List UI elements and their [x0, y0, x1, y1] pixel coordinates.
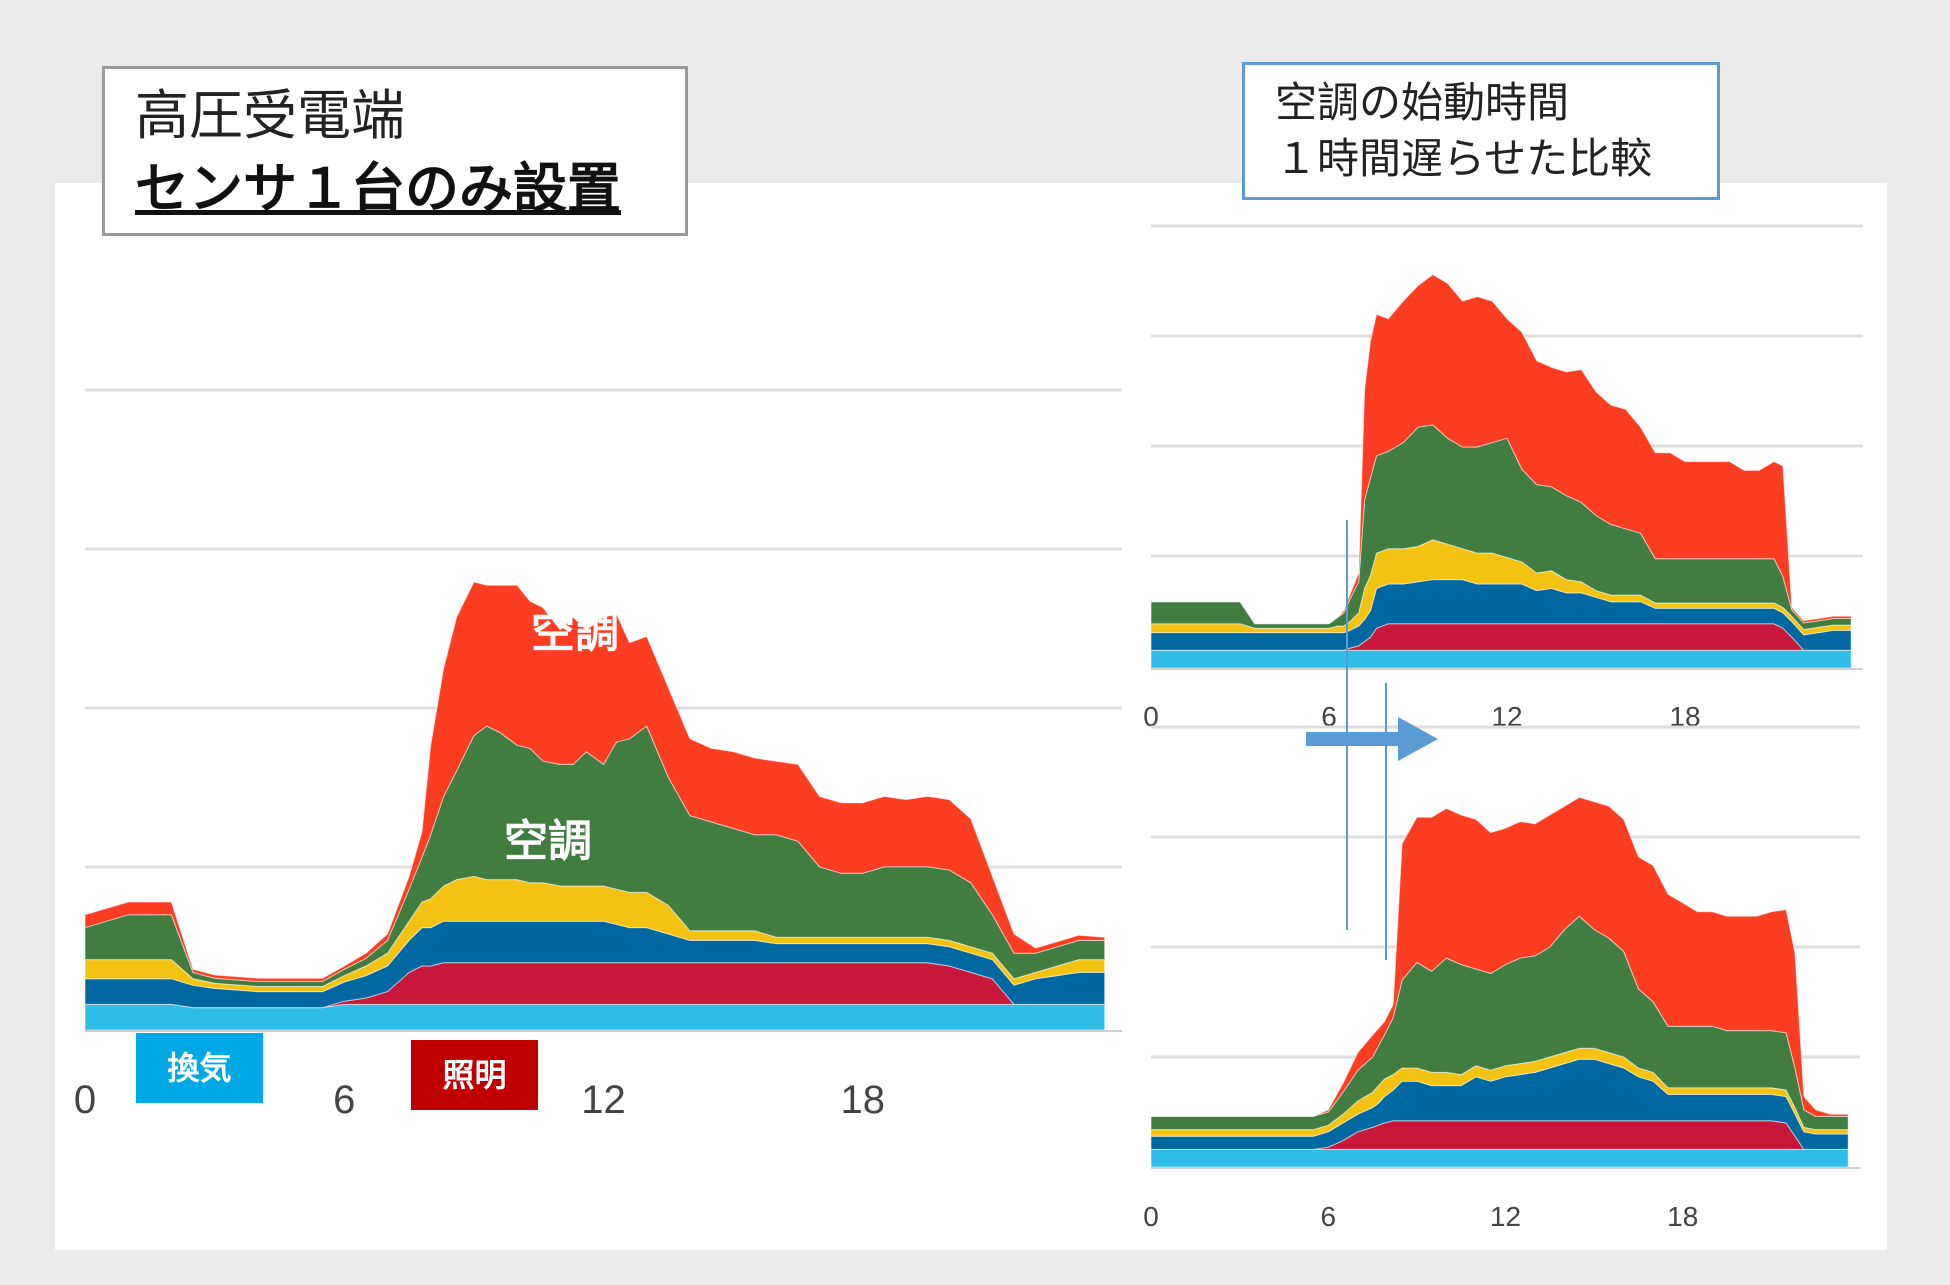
left-title-line2: センサ１台のみ設置 [135, 157, 621, 220]
x-tick-label: 0 [1143, 1201, 1159, 1232]
area-series-5 [1151, 273, 1852, 625]
x-tick-label: 12 [581, 1078, 626, 1122]
x-tick-label: 6 [333, 1078, 355, 1122]
x-tick-label: 18 [1667, 1201, 1698, 1232]
area-series-5 [1151, 796, 1849, 1117]
ventilation-tag: 換気 [136, 1033, 263, 1103]
right-title-line1: 空調の始動時間 [1275, 78, 1570, 127]
x-tick-label: 12 [1490, 1201, 1521, 1232]
x-tick-label: 6 [1320, 1201, 1336, 1232]
left-title-box: 高圧受電端 センサ１台のみ設置 [102, 66, 688, 236]
x-tick-label: 6 [1321, 701, 1337, 732]
x-tick-label: 0 [1143, 701, 1159, 732]
x-tick-label: 0 [74, 1078, 96, 1122]
right-arrow-icon [1306, 717, 1438, 761]
aircon-label: 空調 [531, 607, 619, 658]
lighting-tag: 照明 [411, 1040, 538, 1110]
aircon-label: 空調 [504, 816, 592, 867]
area-series-5 [84, 581, 1106, 982]
right-title-line2: １時間遅らせた比較 [1275, 134, 1653, 183]
x-tick-label: 18 [841, 1078, 886, 1122]
left-title-line1: 高圧受電端 [135, 84, 405, 147]
right-title-box: 空調の始動時間 １時間遅らせた比較 [1242, 62, 1720, 200]
